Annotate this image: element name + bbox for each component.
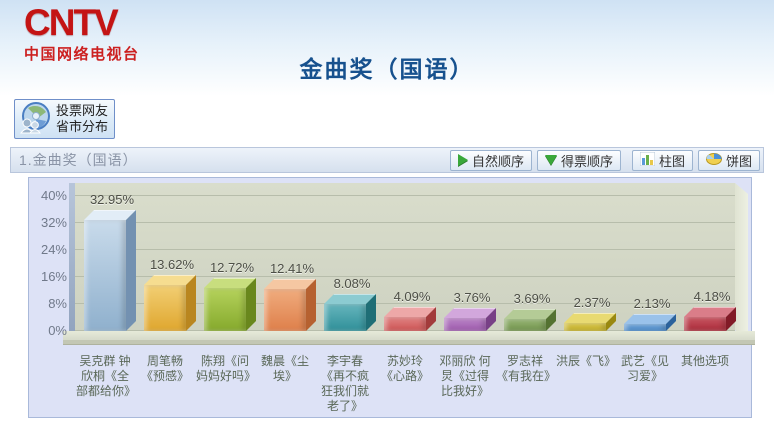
y-axis-tick: 0% (48, 323, 67, 338)
vote-order-label: 得票顺序 (560, 153, 613, 169)
x-axis-label: 周笔畅《预感》 (140, 354, 189, 383)
bar-value-label: 3.69% (513, 291, 551, 306)
bar (444, 318, 486, 331)
disc-users-icon (18, 101, 52, 138)
pie-chart-icon (705, 152, 722, 169)
bar-chart-icon (639, 151, 656, 169)
vote-order-button[interactable]: 得票顺序 (536, 149, 621, 171)
y-axis-tick: 8% (48, 296, 67, 311)
bar (144, 285, 186, 331)
gridline (75, 303, 735, 304)
gridline (75, 249, 735, 250)
y-axis-tick: 40% (40, 188, 67, 203)
page-header: CNTV 中国网络电视台 金曲奖（国语） (0, 0, 774, 96)
natural-order-label: 自然顺序 (471, 153, 524, 169)
x-axis-label: 洪辰《飞》 (556, 354, 617, 368)
x-axis-label: 魏晨《尘埃》 (260, 354, 309, 383)
page-title: 金曲奖（国语） (299, 56, 475, 82)
natural-order-button[interactable]: 自然顺序 (449, 149, 532, 171)
bar-chart-label: 柱图 (658, 153, 685, 169)
bar (84, 220, 126, 331)
green-arrow-down-icon (544, 155, 557, 165)
x-axis-label: 陈翔《问妈妈好吗》 (196, 354, 257, 383)
pie-chart-label: 饼图 (725, 153, 752, 169)
pie-chart-button[interactable]: 饼图 (697, 149, 760, 171)
gridline (75, 276, 735, 277)
cntv-logo[interactable]: CNTV 中国网络电视台 (24, 4, 140, 64)
bar (204, 288, 246, 331)
cntv-logo-subtitle: 中国网络电视台 (24, 46, 140, 63)
x-axis-label: 李宇春《再不疯狂我们就老了》 (320, 354, 369, 413)
vote-button-label: 投票网友 省市分布 (56, 103, 108, 135)
bar-value-label: 12.41% (269, 261, 315, 276)
bar-value-label: 13.62% (149, 257, 195, 272)
x-axis-label: 苏妙玲《心路》 (380, 354, 429, 383)
section-title: 1.金曲奖（国语） (19, 152, 138, 168)
bar (264, 289, 306, 331)
x-axis-label: 武艺《见习爱》 (620, 354, 669, 383)
chart-left-wall (69, 183, 75, 331)
bar-value-label: 32.95% (89, 192, 135, 207)
x-axis-label: 吴克群 钟欣桐《全部都给你》 (76, 354, 137, 398)
bar (384, 317, 426, 331)
x-axis-label: 其他选项 (680, 354, 729, 368)
chart-controls: 自然顺序 得票顺序 柱图 (449, 149, 763, 171)
bar-value-label: 2.37% (573, 295, 611, 310)
vote-button-line1: 投票网友 (56, 103, 109, 118)
bar-value-label: 4.09% (393, 289, 431, 304)
bar-chart-button[interactable]: 柱图 (631, 149, 693, 171)
vote-button-line2: 省市分布 (56, 119, 109, 134)
bar (564, 323, 606, 331)
bar (324, 304, 366, 331)
vote-distribution-button[interactable]: 投票网友 省市分布 (14, 99, 116, 139)
x-axis-label: 邓丽欣 何炅《过得比我好》 (439, 354, 491, 398)
bar-value-label: 2.13% (633, 296, 671, 311)
gridline (75, 195, 735, 196)
bar-value-label: 8.08% (333, 276, 371, 291)
gridline (75, 222, 735, 223)
green-arrow-right-icon (457, 154, 468, 166)
chart-floor (63, 331, 755, 344)
section-header-bar: 1.金曲奖（国语） 自然顺序 得票顺序 柱图 (10, 147, 764, 173)
y-axis-tick: 24% (40, 242, 67, 257)
bar (684, 317, 726, 331)
y-axis-tick: 16% (40, 269, 67, 284)
chart-container: 0% 8% 16% 24% 32% 40% 32.95% 13.62% 12.72% 12.41… (28, 177, 755, 418)
y-axis-tick: 32% (40, 215, 67, 230)
bar-value-label: 12.72% (209, 260, 255, 275)
chart-right-wall (735, 183, 748, 341)
cntv-logo-text: CNTV (24, 2, 119, 43)
x-axis-label: 罗志祥《有我在》 (496, 354, 557, 383)
bar-value-label: 4.18% (693, 289, 731, 304)
bar (504, 319, 546, 331)
bar (624, 324, 666, 331)
bar-value-label: 3.76% (453, 290, 491, 305)
